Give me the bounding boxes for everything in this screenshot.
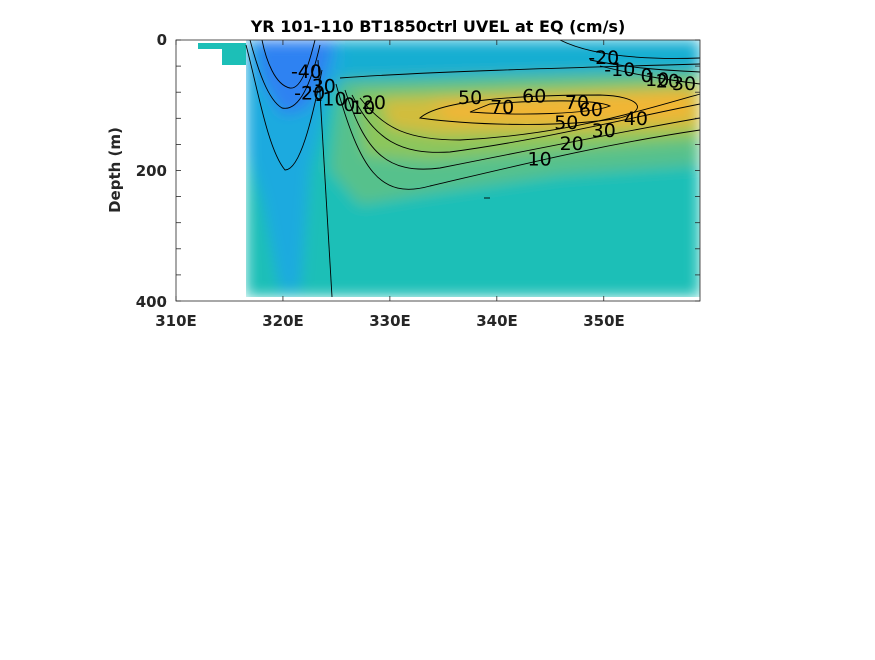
chart-title: YR 101-110 BT1850ctrl UVEL at EQ (cm/s) [250, 17, 626, 36]
contour-label: 30 [672, 73, 696, 95]
contour-label: -30 [305, 75, 336, 97]
y-axis-label: Depth (m) [106, 127, 124, 213]
contour-label: 20 [560, 133, 584, 155]
contour-line [469, 100, 612, 115]
velocity-field [176, 40, 700, 301]
x-axis: 310E 320E 330E 340E 350E [155, 312, 625, 330]
x-tick-label: 310E [155, 312, 197, 330]
y-axis: 0 200 400 Depth (m) [106, 31, 167, 311]
contour-label: 50 [458, 87, 482, 109]
contour-label: 50 [554, 112, 578, 134]
contour-lines [245, 40, 700, 298]
contour-line [418, 94, 638, 125]
contour-label: 20 [656, 70, 680, 92]
contour-line [589, 59, 700, 73]
x-tick-label: 330E [369, 312, 411, 330]
contour-label: 40 [624, 108, 648, 130]
x-tick-label: 320E [262, 312, 304, 330]
contour-line [249, 40, 321, 109]
y-tick-label: 200 [136, 162, 167, 180]
contour-label: -20 [588, 47, 619, 69]
y-tick-label: 0 [157, 31, 167, 49]
contour-line [261, 40, 316, 89]
x-tick-label: 340E [476, 312, 518, 330]
contour-line [344, 89, 700, 170]
contour-label: 0 [343, 94, 355, 116]
contour-label: 10 [645, 69, 669, 91]
x-tick-label: 350E [583, 312, 625, 330]
contour-line [599, 65, 700, 85]
contour-label: 60 [522, 85, 546, 107]
contour-label: 70 [565, 92, 589, 114]
contour-line [559, 40, 700, 59]
contour-line [359, 93, 700, 141]
contour-label: 20 [362, 92, 386, 114]
contour-label: 60 [579, 99, 603, 121]
contour-label: -20 [294, 83, 325, 105]
y-tick-label: 400 [136, 293, 167, 311]
tick-marks [175, 39, 700, 302]
contour-line [317, 59, 333, 298]
contour-line [351, 94, 700, 153]
contour-label: -40 [291, 61, 322, 83]
contour-label: -10 [604, 59, 635, 81]
contour-label: 10 [351, 97, 375, 119]
contour-line [339, 63, 700, 79]
contour-line [335, 83, 700, 190]
contour-label: 70 [490, 96, 514, 118]
contour-label: 10 [527, 149, 551, 171]
contour-label: -10 [316, 89, 347, 111]
contour-label: 30 [592, 120, 616, 142]
contour-label: 0 [640, 65, 652, 87]
contour-line [245, 44, 323, 171]
